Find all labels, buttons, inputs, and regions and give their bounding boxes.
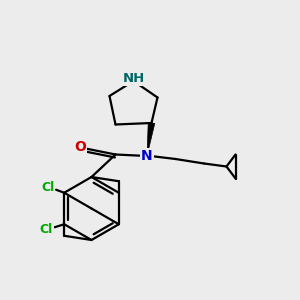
Text: O: O bbox=[74, 140, 86, 154]
Text: N: N bbox=[141, 149, 153, 163]
Polygon shape bbox=[147, 123, 155, 156]
Text: Cl: Cl bbox=[40, 223, 53, 236]
Text: Cl: Cl bbox=[41, 181, 54, 194]
Text: NH: NH bbox=[122, 71, 145, 85]
